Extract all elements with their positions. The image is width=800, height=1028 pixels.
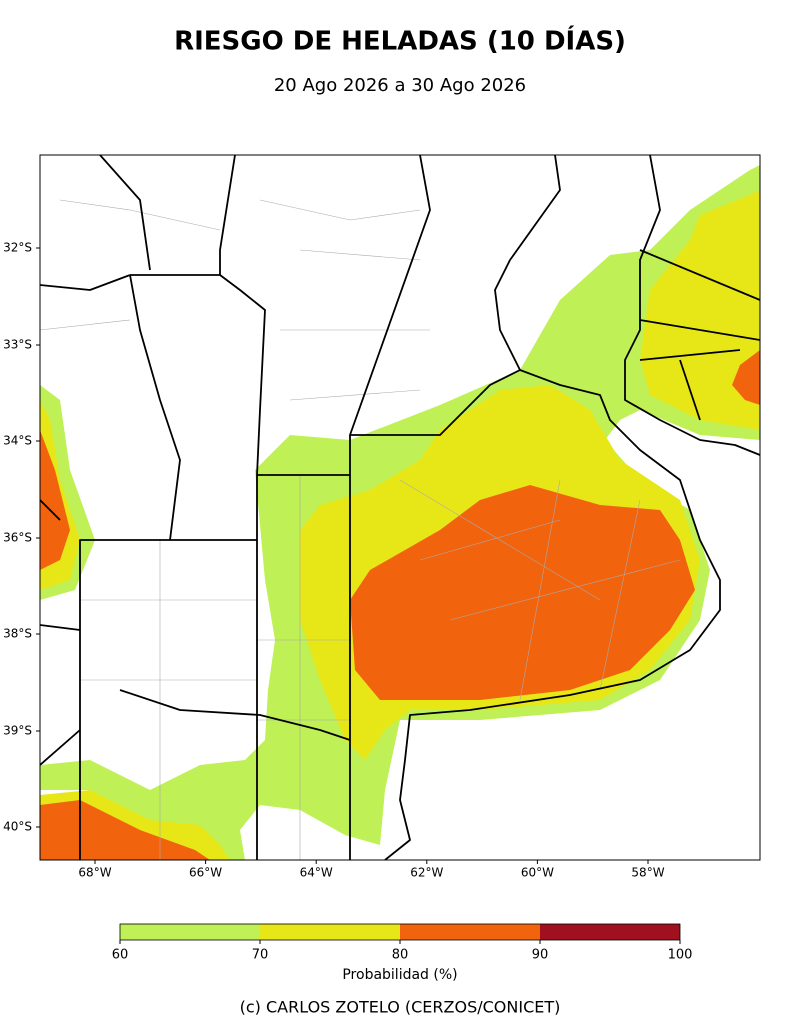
map-frame xyxy=(39,154,761,861)
lat-label: 40°S xyxy=(3,820,32,834)
lon-label: 68°W xyxy=(78,866,111,880)
map xyxy=(40,155,760,860)
lon-axis: 68°W 66°W 64°W 62°W 60°W 58°W xyxy=(78,860,665,880)
lat-label: 36°S xyxy=(3,531,32,545)
lat-label: 38°S xyxy=(3,627,32,641)
departments xyxy=(40,199,681,860)
colorbar-tick-label: 80 xyxy=(392,948,409,963)
credit: (c) CARLOS ZOTELO (CERZOS/CONICET) xyxy=(240,998,561,1017)
lon-label: 60°W xyxy=(521,866,554,880)
colorbar-segment xyxy=(260,924,400,940)
title: RIESGO DE HELADAS (10 DÍAS) xyxy=(174,25,626,57)
borders xyxy=(40,155,760,860)
colorbar-segment xyxy=(120,924,260,940)
lon-label: 58°W xyxy=(631,866,664,880)
subtitle: 20 Ago 2026 a 30 Ago 2026 xyxy=(274,75,526,96)
lon-label: 64°W xyxy=(300,866,333,880)
lat-label: 34°S xyxy=(3,434,32,448)
lon-label: 66°W xyxy=(189,866,222,880)
colorbar-tick-label: 100 xyxy=(668,948,693,963)
lat-axis: 32°S 33°S 34°S 36°S 38°S 39°S 40°S xyxy=(3,241,40,834)
lon-label: 62°W xyxy=(410,866,443,880)
colorbar-tick-label: 90 xyxy=(532,948,549,963)
zone-80 xyxy=(40,350,760,860)
lat-label: 33°S xyxy=(3,338,32,352)
lat-label: 32°S xyxy=(3,241,32,255)
lat-label: 39°S xyxy=(3,724,32,738)
colorbar-tick-label: 60 xyxy=(112,948,129,963)
colorbar-label: Probabilidad (%) xyxy=(342,967,457,983)
colorbar-segment xyxy=(540,924,680,940)
colorbar-segment xyxy=(400,924,540,940)
colorbar: 60 70 80 90 100 xyxy=(112,923,693,963)
colorbar-tick-label: 70 xyxy=(252,948,269,963)
